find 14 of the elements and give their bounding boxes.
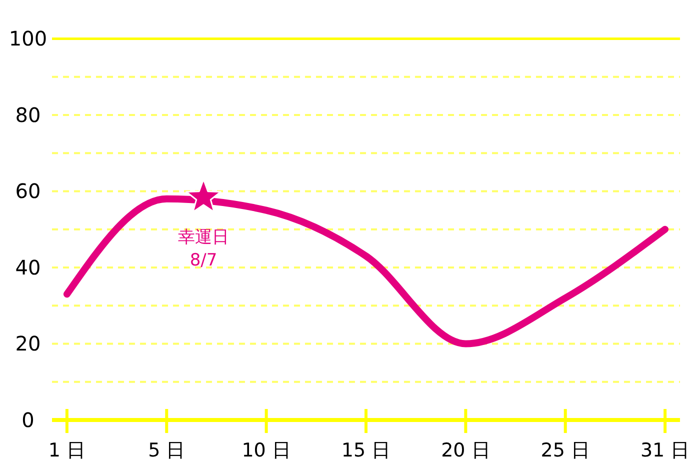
x-tick-label: 10 日: [242, 440, 291, 462]
y-tick-label: 20: [15, 332, 41, 356]
annotation: 幸運日 8/7: [178, 227, 230, 270]
x-tick-label: 1 日: [48, 440, 86, 462]
x-tick-label: 31 日: [640, 440, 690, 462]
y-tick-label: 60: [15, 179, 41, 204]
y-tick-label: 100: [8, 26, 48, 51]
y-tick-label: 0: [22, 408, 34, 432]
x-tick-label: 5 日: [148, 440, 186, 462]
x-tick-label: 25 日: [540, 440, 590, 462]
x-tick-label: 20 日: [441, 440, 490, 462]
y-tick-label: 80: [15, 102, 41, 127]
x-tick-label: 15 日: [341, 440, 391, 462]
y-tick-label: 40: [15, 255, 41, 280]
